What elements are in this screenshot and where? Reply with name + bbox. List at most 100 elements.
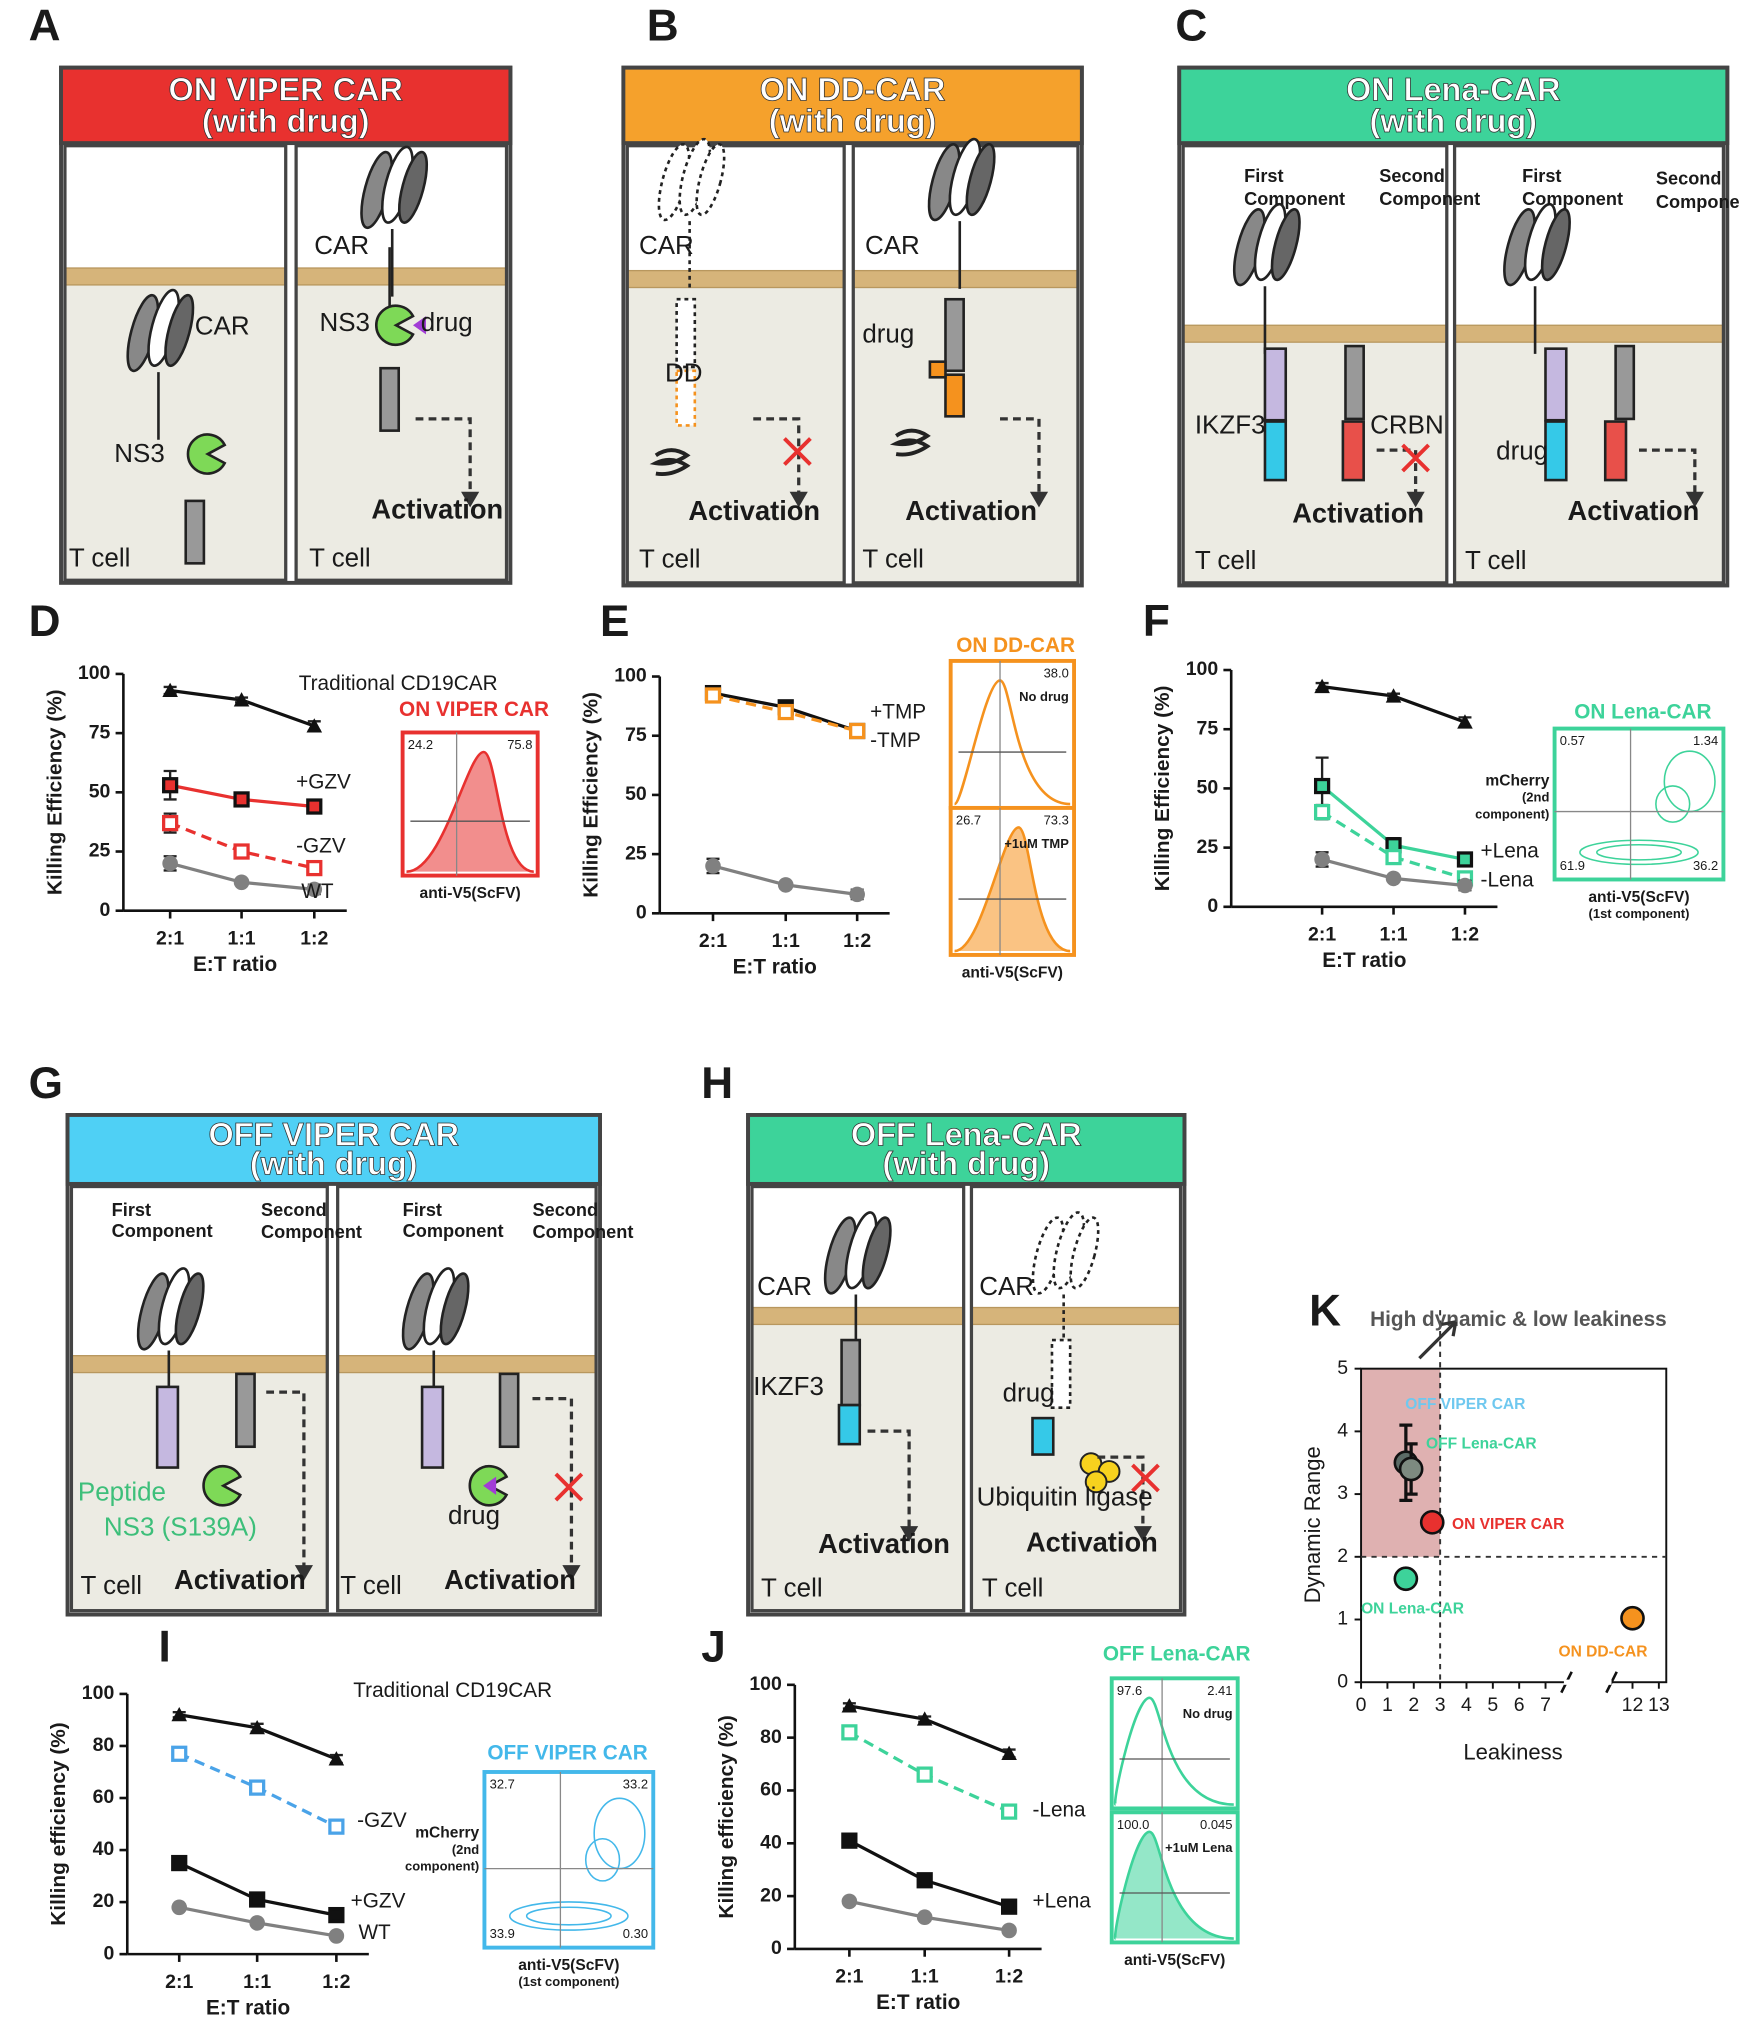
y-tick-label: 0 <box>1337 1670 1348 1692</box>
marker <box>233 692 250 707</box>
panel-subtitle: (with drug) <box>769 103 937 139</box>
x-tick-label: 2 <box>1408 1694 1419 1716</box>
panel-title: ON DD-CAR <box>760 71 946 107</box>
y-tick-label: 4 <box>1337 1420 1348 1442</box>
x-tick-label: 1:1 <box>1379 924 1407 946</box>
block-mark <box>554 1472 584 1502</box>
marker <box>171 1745 188 1762</box>
diagram-label: T cell <box>1465 545 1527 575</box>
inset-title: OFF Lena-CAR <box>1103 1642 1251 1665</box>
panel-subtitle: (with drug) <box>202 103 370 139</box>
x-axis-label: E:T ratio <box>206 1996 290 2019</box>
marker <box>233 874 250 891</box>
inset-x-label: anti-V5(ScFV) <box>962 964 1063 981</box>
diagram-label: drug <box>862 319 914 349</box>
marker <box>777 703 794 721</box>
membrane <box>1182 324 1448 343</box>
drug <box>928 360 947 379</box>
diagram-label: T cell <box>862 544 924 574</box>
domain <box>1603 420 1628 482</box>
subpanel-frame <box>750 1184 966 1613</box>
diagram-label: CAR <box>195 311 250 341</box>
signal-arrow <box>1000 417 1041 495</box>
diagram-label: CAR <box>757 1271 812 1301</box>
diagram-label: Component <box>1522 189 1623 209</box>
marker <box>1314 851 1330 868</box>
diagram-label: T cell <box>340 1570 402 1600</box>
gate-label: 1.34 <box>1693 733 1718 748</box>
inset-y-label: mCherry <box>415 1825 479 1842</box>
gate-label: 32.7 <box>490 1776 515 1791</box>
domain <box>675 297 697 369</box>
x-tick-label: 4 <box>1461 1694 1472 1716</box>
diagram-label: Component <box>112 1221 213 1241</box>
cell-interior <box>853 270 1078 583</box>
marker <box>162 814 179 832</box>
annotation: High dynamic & low leakiness <box>1370 1308 1667 1331</box>
x-tick-label: 7 <box>1540 1694 1551 1716</box>
domain <box>1031 1416 1055 1456</box>
y-tick-label: 75 <box>625 724 647 746</box>
diagram-label: First <box>112 1200 151 1220</box>
series-label: -Lena <box>1481 868 1535 891</box>
x-tick-label: 1:1 <box>772 930 800 952</box>
diagram-label: Component <box>1656 192 1739 212</box>
inset-note: +1uM Lena <box>1165 1840 1233 1855</box>
y-axis-label: Killing efficiency (%) <box>715 1715 738 1918</box>
point-label: OFF Lena-CAR <box>1426 1435 1537 1452</box>
x-tick-label: 13 <box>1648 1694 1670 1716</box>
membrane <box>337 1355 597 1374</box>
x-tick-label: 2:1 <box>156 927 184 949</box>
gate-label: 61.9 <box>1560 858 1585 873</box>
membrane <box>751 1306 965 1326</box>
y-tick-label: 60 <box>93 1786 115 1808</box>
y-tick-label: 40 <box>760 1831 782 1853</box>
panel-letter: I <box>158 1622 170 1671</box>
domain <box>155 1385 180 1469</box>
membrane <box>852 269 1079 289</box>
marker <box>704 687 722 704</box>
signal-arrow <box>867 1429 911 1529</box>
diagram-label: First <box>1522 166 1561 186</box>
membrane <box>295 267 508 286</box>
plot-frame <box>1360 1367 1668 1684</box>
arrow-head <box>900 1526 919 1542</box>
contour <box>1655 785 1691 823</box>
y-tick-label: 0 <box>771 1937 782 1959</box>
marker <box>849 886 865 903</box>
gate-label: 97.6 <box>1117 1683 1142 1698</box>
marker <box>1313 803 1331 821</box>
subpanel-frame <box>1181 144 1449 585</box>
series-label: -GZV <box>357 1809 407 1832</box>
diagram-label: NS3 <box>319 307 370 337</box>
inset-frame <box>948 658 1076 810</box>
x-axis-label: E:T ratio <box>733 955 817 978</box>
panel-title: OFF VIPER CAR <box>208 1117 459 1153</box>
diagram-label: Activation <box>1026 1526 1158 1557</box>
inset-y-label: (2nd <box>452 1842 479 1857</box>
x-tick-label: 1:2 <box>322 1971 350 1993</box>
gate-label: 33.2 <box>623 1776 648 1791</box>
marker <box>841 1698 858 1713</box>
membrane <box>970 1306 1182 1326</box>
point-label: ON VIPER CAR <box>1452 1516 1564 1533</box>
diagram-label: CRBN <box>1370 410 1444 440</box>
diagram-label: Peptide <box>78 1476 166 1506</box>
gate-label: 0.57 <box>1560 733 1585 748</box>
marker <box>841 1832 858 1849</box>
arrow-head <box>1406 491 1425 508</box>
x-axis-label: E:T ratio <box>1322 949 1406 972</box>
marker <box>233 791 250 808</box>
domain <box>1341 420 1365 482</box>
inset-x-label: anti-V5(ScFV) <box>518 1957 619 1974</box>
diagram-label: IKZF3 <box>753 1371 824 1401</box>
y-tick-label: 60 <box>760 1779 782 1801</box>
domain <box>1344 344 1365 421</box>
diagram-label: CAR <box>979 1271 1034 1301</box>
marker <box>233 843 250 860</box>
inset-title: OFF VIPER CAR <box>487 1741 647 1764</box>
marker <box>171 1706 188 1722</box>
y-axis-label: Dynamic Range <box>1300 1446 1325 1603</box>
cell-interior <box>971 1307 1181 1611</box>
arrow-head <box>294 1565 313 1581</box>
